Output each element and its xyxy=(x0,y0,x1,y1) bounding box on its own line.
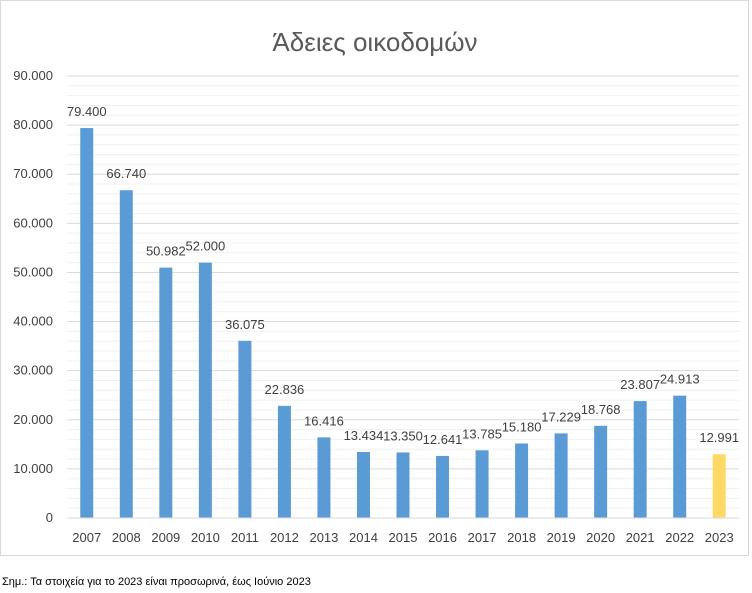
data-label-2010: 52.000 xyxy=(185,239,225,254)
data-label-2008: 66.740 xyxy=(106,166,146,181)
y-tick-label: 50.000 xyxy=(13,264,53,279)
data-label-2022: 24.913 xyxy=(660,372,700,387)
data-label-2019: 17.229 xyxy=(541,409,581,424)
chart-title: Άδειες οικοδομών xyxy=(272,27,477,57)
x-tick-label-2013: 2013 xyxy=(309,530,338,545)
x-tick-label-2016: 2016 xyxy=(428,530,457,545)
x-tick-label-2014: 2014 xyxy=(349,530,378,545)
x-tick-label-2012: 2012 xyxy=(270,530,299,545)
bar-2020 xyxy=(594,425,608,518)
bar-2011 xyxy=(238,340,252,518)
data-label-2011: 36.075 xyxy=(225,317,265,332)
data-label-2015: 13.350 xyxy=(383,428,423,443)
bar-2007 xyxy=(80,128,94,518)
bar-2009 xyxy=(159,267,173,518)
x-tick-label-2007: 2007 xyxy=(72,530,101,545)
y-axis: 0 10.000 20.000 30.000 40.000 50.000 60.000 70.… xyxy=(13,68,53,525)
x-tick-label-2019: 2019 xyxy=(547,530,576,545)
bar-2017 xyxy=(475,450,489,518)
y-tick-label: 20.000 xyxy=(13,412,53,427)
x-tick-label-2011: 2011 xyxy=(231,530,259,545)
x-tick-label-2009: 2009 xyxy=(151,530,180,545)
data-label-2012: 22.836 xyxy=(265,382,305,397)
bar-2016 xyxy=(436,455,450,518)
bar-2018 xyxy=(515,443,529,518)
bar-2014 xyxy=(356,452,370,518)
x-tick-label-2018: 2018 xyxy=(507,530,536,545)
bar-2022 xyxy=(673,395,687,518)
grid-lines xyxy=(67,75,739,519)
bar-2013 xyxy=(317,437,331,518)
y-tick-label: 10.000 xyxy=(13,461,53,476)
data-labels: 79.400 66.740 50.982 52.000 36.075 22.836 16.4… xyxy=(67,104,739,447)
bar-chart: Άδειες οικοδομών 79.400 66.740 50.982 52.00… xyxy=(13,27,739,545)
data-label-2021: 23.807 xyxy=(620,377,660,392)
y-tick-label: 60.000 xyxy=(13,215,53,230)
bar-2019 xyxy=(554,433,568,518)
bar-2010 xyxy=(198,262,212,518)
x-tick-label-2008: 2008 xyxy=(112,530,141,545)
bar-2021 xyxy=(633,401,647,518)
x-axis: 2007 2008 2009 2010 2011 2012 2013 2014 2015 2016… xyxy=(67,517,739,545)
y-tick-label: 30.000 xyxy=(13,363,53,378)
data-label-2018: 15.180 xyxy=(502,419,542,434)
x-tick-label-2020: 2020 xyxy=(586,530,615,545)
bar-2008 xyxy=(119,190,133,519)
x-tick-label-2017: 2017 xyxy=(468,530,497,545)
x-tick-label-2023: 2023 xyxy=(705,530,734,545)
data-label-2020: 18.768 xyxy=(581,402,621,417)
data-label-2016: 12.641 xyxy=(423,432,463,447)
data-label-2007: 79.400 xyxy=(67,104,107,119)
x-tick-label-2022: 2022 xyxy=(665,530,694,545)
bar-2015 xyxy=(396,452,410,518)
data-label-2014: 13.434 xyxy=(344,428,384,443)
x-tick-label-2015: 2015 xyxy=(389,530,418,545)
y-tick-label: 40.000 xyxy=(13,314,53,329)
y-tick-label: 0 xyxy=(46,510,53,525)
data-label-2013: 16.416 xyxy=(304,413,344,428)
bars xyxy=(80,128,726,519)
bar-2023 xyxy=(712,454,726,518)
data-label-2017: 13.785 xyxy=(462,426,502,441)
y-tick-label: 70.000 xyxy=(13,166,53,181)
chart-frame: Άδειες οικοδομών 79.400 66.740 50.982 52.00… xyxy=(0,0,749,556)
bar-2012 xyxy=(277,405,291,518)
y-tick-label: 80.000 xyxy=(13,117,53,132)
data-label-2023: 12.991 xyxy=(699,430,739,445)
y-tick-label: 90.000 xyxy=(13,68,53,83)
x-tick-label-2010: 2010 xyxy=(191,530,220,545)
x-tick-label-2021: 2021 xyxy=(626,530,655,545)
data-label-2009: 50.982 xyxy=(146,244,186,259)
footnote: Σημ.: Τα στοιχεία για το 2023 είναι προσ… xyxy=(2,576,311,588)
